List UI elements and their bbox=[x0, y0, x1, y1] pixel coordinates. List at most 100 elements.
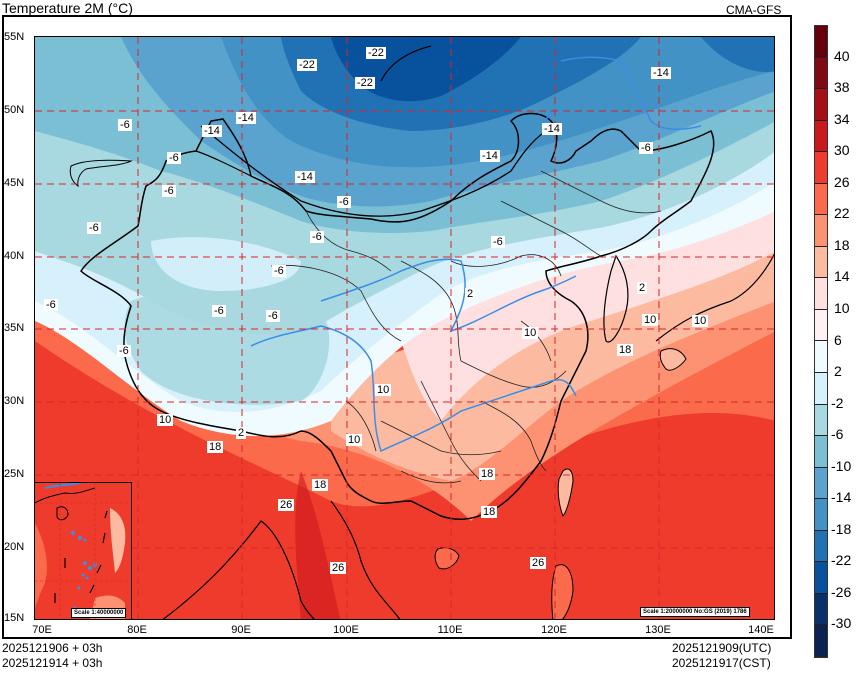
contour-label: 26 bbox=[530, 557, 547, 569]
colorbar-swatch bbox=[815, 499, 827, 531]
map-canvas bbox=[35, 37, 774, 619]
contour-label: 2 bbox=[637, 282, 648, 294]
lon-label-120e: 120E bbox=[541, 624, 567, 636]
colorbar-tick-label: 14 bbox=[834, 268, 850, 285]
contour-label: -6 bbox=[87, 222, 101, 234]
lon-label-70e: 70E bbox=[32, 624, 52, 636]
contour-label: 10 bbox=[346, 434, 363, 446]
colorbar-swatch bbox=[815, 530, 827, 563]
contour-label: 2 bbox=[236, 427, 247, 439]
contour-label: -14 bbox=[651, 67, 671, 79]
colorbar-swatch bbox=[815, 26, 827, 58]
colorbar-tick-label: 22 bbox=[834, 205, 850, 222]
contour-label: -22 bbox=[297, 59, 317, 71]
model-name: CMA-GFS bbox=[726, 3, 782, 17]
colorbar-tick-label: -6 bbox=[831, 426, 844, 443]
contour-label: 10 bbox=[642, 314, 659, 326]
contour-label: 10 bbox=[692, 315, 709, 327]
colorbar-tick-label: -2 bbox=[831, 394, 844, 411]
valid-time-utc: 2025121909(UTC) bbox=[672, 641, 772, 655]
contour-label: -14 bbox=[295, 171, 315, 183]
colorbar-swatch bbox=[815, 183, 827, 216]
contour-label: -6 bbox=[118, 119, 132, 131]
contour-label: -6 bbox=[162, 185, 176, 197]
colorbar-swatch bbox=[815, 593, 827, 626]
colorbar-swatch bbox=[815, 215, 827, 247]
contour-label: -14 bbox=[542, 123, 562, 135]
lon-label-110e: 110E bbox=[437, 624, 463, 636]
inset-scale-label: Scale 1:40000000 bbox=[71, 608, 127, 618]
figure-frame bbox=[2, 15, 792, 639]
contour-label: -22 bbox=[355, 77, 375, 89]
contour-label: 18 bbox=[481, 506, 498, 518]
colorbar-tick-label: 38 bbox=[834, 79, 850, 96]
contour-label: 10 bbox=[157, 414, 174, 426]
contour-label: 26 bbox=[278, 499, 295, 511]
lat-label-50n: 50N bbox=[4, 104, 25, 116]
chart-title: Temperature 2M (°C) bbox=[2, 0, 133, 16]
temperature-map bbox=[34, 36, 775, 620]
lat-label-35n: 35N bbox=[4, 322, 25, 334]
contour-label: -6 bbox=[117, 345, 131, 357]
contour-label: 18 bbox=[617, 344, 634, 356]
colorbar-swatch bbox=[815, 467, 827, 500]
lat-label-40n: 40N bbox=[4, 250, 25, 262]
contour-label: -22 bbox=[366, 47, 386, 59]
contour-label: 18 bbox=[312, 479, 329, 491]
colorbar-swatch bbox=[815, 152, 827, 184]
colorbar-swatch bbox=[815, 246, 827, 279]
colorbar-swatch bbox=[815, 120, 827, 153]
inset-map bbox=[35, 483, 131, 619]
lat-label-25n: 25N bbox=[4, 468, 25, 480]
contour-label: 10 bbox=[375, 384, 392, 396]
colorbar-tick-label: -10 bbox=[831, 457, 852, 474]
colorbar-swatch bbox=[815, 625, 827, 657]
lon-label-140e: 140E bbox=[748, 624, 774, 636]
lon-label-90e: 90E bbox=[231, 624, 251, 636]
contour-label: -6 bbox=[491, 236, 505, 248]
colorbar-swatch bbox=[815, 404, 827, 437]
contour-label: -6 bbox=[212, 305, 226, 317]
contour-label: 2 bbox=[465, 288, 476, 300]
colorbar-tick-label: -30 bbox=[831, 615, 852, 632]
colorbar-tick-label: 6 bbox=[834, 331, 842, 348]
init-time-cst: 2025121914 + 03h bbox=[2, 656, 103, 670]
contour-label: -14 bbox=[480, 150, 500, 162]
lat-label-20n: 20N bbox=[4, 541, 25, 553]
lat-label-30n: 30N bbox=[4, 395, 25, 407]
contour-label: -6 bbox=[337, 196, 351, 208]
colorbar-tick-label: 34 bbox=[834, 110, 850, 127]
colorbar-swatch bbox=[815, 278, 827, 310]
contour-label: -14 bbox=[236, 112, 256, 124]
south-china-sea-inset: Scale 1:40000000 bbox=[34, 482, 132, 620]
colorbar-tick-label: 18 bbox=[834, 236, 850, 253]
contour-label: -6 bbox=[310, 231, 324, 243]
lat-label-45n: 45N bbox=[4, 177, 25, 189]
init-time-utc: 2025121906 + 03h bbox=[2, 641, 103, 655]
colorbar-swatch bbox=[815, 57, 827, 90]
contour-label: -6 bbox=[639, 142, 653, 154]
colorbar-tick-label: -22 bbox=[831, 552, 852, 569]
contour-label: -14 bbox=[202, 125, 222, 137]
contour-label: 18 bbox=[207, 441, 224, 453]
lat-label-15n: 15N bbox=[4, 612, 25, 624]
colorbar-tick-label: 40 bbox=[834, 47, 850, 64]
colorbar-tick-label: 26 bbox=[834, 173, 850, 190]
colorbar-tick-label: 30 bbox=[834, 142, 850, 159]
colorbar-swatch bbox=[815, 89, 827, 121]
lat-label-55n: 55N bbox=[4, 31, 25, 43]
contour-label: 10 bbox=[522, 327, 539, 339]
contour-label: -6 bbox=[266, 310, 280, 322]
lon-label-100e: 100E bbox=[333, 624, 359, 636]
contour-label: 26 bbox=[330, 562, 347, 574]
colorbar-swatch bbox=[815, 309, 827, 342]
colorbar-swatch bbox=[815, 436, 827, 468]
contour-label: 18 bbox=[479, 468, 496, 480]
lon-label-130e: 130E bbox=[645, 624, 671, 636]
contour-label: -6 bbox=[44, 299, 58, 311]
colorbar bbox=[814, 25, 828, 658]
colorbar-tick-label: -18 bbox=[831, 520, 852, 537]
contour-label: -6 bbox=[272, 265, 286, 277]
colorbar-swatch bbox=[815, 562, 827, 594]
map-scale-label: Scale 1:20000000 No:GS (2019) 1786 bbox=[640, 607, 750, 617]
